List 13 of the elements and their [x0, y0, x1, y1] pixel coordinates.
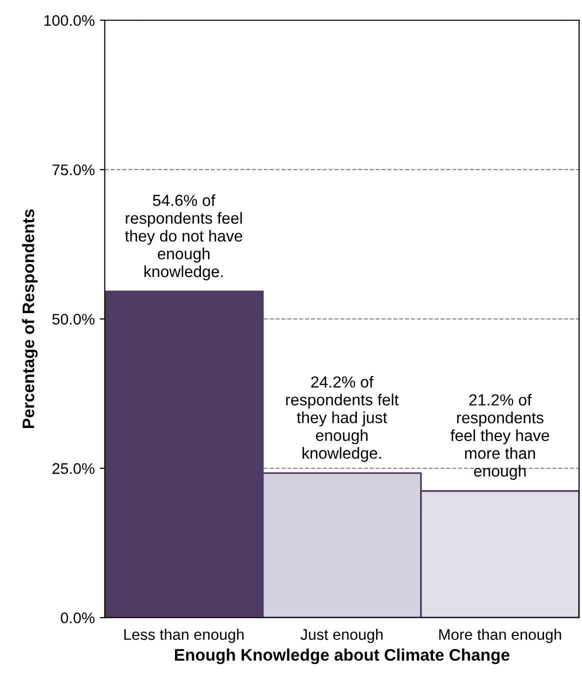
x-tick-label: More than enough: [439, 628, 562, 643]
x-axis-title: Enough Knowledge about Climate Change: [174, 648, 510, 664]
y-axis-title: Percentage of Respondents: [22, 209, 38, 428]
x-tick-label: Just enough: [300, 628, 383, 643]
y-tick-label: 50.0%: [52, 314, 94, 325]
x-tick-label: Less than enough: [124, 628, 244, 643]
annotation: 54.6% of respondents feel they do not have enough knowledge.: [125, 194, 242, 280]
y-tick-label: 75.0%: [52, 164, 94, 176]
y-tick-label: 25.0%: [52, 463, 94, 474]
y-tick-label: 0.0%: [60, 612, 94, 624]
annotation: 21.2% of respondents feel they have more than enough: [450, 394, 550, 480]
y-tick-label: 100.0%: [44, 15, 94, 26]
annotation: 24.2% of respondents felt they had just enough knowledge.: [286, 376, 399, 462]
